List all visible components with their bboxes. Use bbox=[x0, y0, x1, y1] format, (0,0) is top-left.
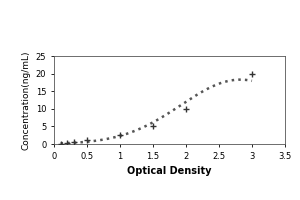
X-axis label: Optical Density: Optical Density bbox=[127, 166, 212, 176]
Y-axis label: Concentration(ng/mL): Concentration(ng/mL) bbox=[21, 50, 30, 150]
